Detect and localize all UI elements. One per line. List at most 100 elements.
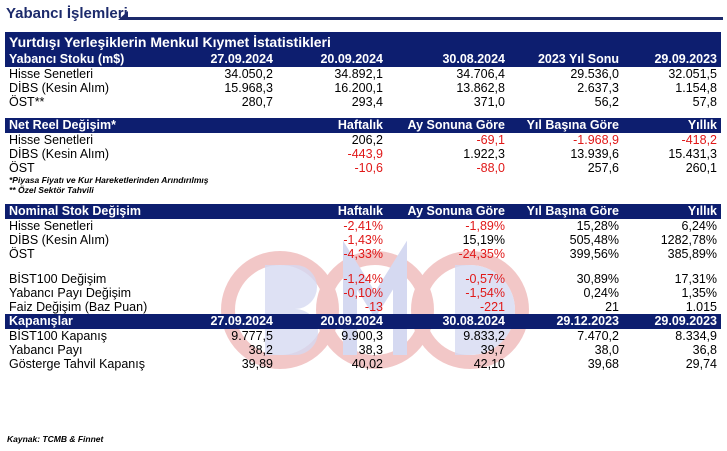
value-cell: 13.939,6 <box>570 147 619 161</box>
spacer-row <box>5 195 721 204</box>
nominal-change-header: Nominal Stok Değişim Haftalık Ay Sonuna Gö… <box>5 204 721 219</box>
value-cell: 1.015 <box>685 300 717 314</box>
value-cell: 293,4 <box>351 95 383 109</box>
table-row: Gösterge Tahvil Kapanış 39,89 40,02 42,10 39… <box>5 357 721 371</box>
value-cell: 9.833,2 <box>463 329 505 343</box>
value-cell: 29.536,0 <box>570 67 619 81</box>
column-header: Yıllık <box>623 204 721 219</box>
value-cell: -1.968,9 <box>573 133 619 147</box>
row-label: ÖST <box>9 161 35 175</box>
row-label: Yabancı Payı Değişim <box>9 286 132 300</box>
table-row: Hisse Senetleri -2,41% -1,89% 15,28% 6,24% <box>5 219 721 233</box>
table-row: ÖST** 280,7 293,4 371,0 56,2 57,8 <box>5 95 721 109</box>
row-label: BİST100 Değişim <box>9 272 107 286</box>
table-title: Yurtdışı Yerleşiklerin Menkul Kıymet İst… <box>5 32 721 52</box>
row-label: ÖST <box>9 247 35 261</box>
value-cell: 15,19% <box>462 233 505 247</box>
table-row: ÖST -10,6 -88,0 257,6 260,1 <box>5 161 721 175</box>
footnote: *Piyasa Fiyatı ve Kur Hareketlerinden Ar… <box>9 175 209 185</box>
column-header: 30.08.2024 <box>387 52 509 67</box>
column-header: 27.09.2024 <box>185 52 277 67</box>
value-cell: 29,74 <box>685 357 717 371</box>
value-cell: -1,24% <box>343 272 383 286</box>
filler-cell <box>185 219 277 233</box>
table-row: DİBS (Kesin Alım) -443,9 1.922,3 13.939,6 15… <box>5 147 721 161</box>
page-title: Yabancı İşlemleri <box>6 5 128 22</box>
value-cell: -4,33% <box>343 247 383 261</box>
main-table: Yabancı Stoku (m$) 27.09.2024 20.09.2024 30… <box>5 52 721 371</box>
column-header: 29.09.2023 <box>623 314 721 329</box>
column-header: Yıl Başına Göre <box>509 118 623 133</box>
value-cell: 30,89% <box>576 272 619 286</box>
section-title: Yabancı Stoku (m$) <box>5 52 185 67</box>
table-row: BİST100 Kapanış 9.777,5 9.900,3 9.833,2 7.47… <box>5 329 721 343</box>
filler-cell <box>185 247 277 261</box>
section-title: Net Reel Değişim* <box>5 118 185 133</box>
value-cell: 38,0 <box>594 343 619 357</box>
value-cell: -1,43% <box>343 233 383 247</box>
value-cell: 17,31% <box>674 272 717 286</box>
value-cell: 39,7 <box>480 343 505 357</box>
value-cell: -24,35% <box>458 247 505 261</box>
spacer-row <box>5 109 721 118</box>
value-cell: 6,24% <box>681 219 717 233</box>
closing-header: Kapanışlar 27.09.2024 20.09.2024 30.08.2024… <box>5 314 721 329</box>
row-label: DİBS (Kesin Alım) <box>9 233 110 247</box>
row-label: ÖST** <box>9 95 45 109</box>
value-cell: -221 <box>479 300 505 314</box>
value-cell: -69,1 <box>476 133 506 147</box>
value-cell: 34.706,4 <box>456 67 505 81</box>
value-cell: -2,41% <box>343 219 383 233</box>
row-label: Yabancı Payı <box>9 343 83 357</box>
value-cell: 505,48% <box>569 233 619 247</box>
column-header: 30.08.2024 <box>387 314 509 329</box>
spacer <box>5 261 721 272</box>
value-cell: 257,6 <box>587 161 619 175</box>
column-header: 27.09.2024 <box>185 314 277 329</box>
filler-cell <box>185 204 277 219</box>
value-cell: 40,02 <box>351 357 383 371</box>
value-cell: 36,8 <box>692 343 717 357</box>
spacer-row <box>5 261 721 272</box>
value-cell: 8.334,9 <box>675 329 717 343</box>
table-row: Yabancı Payı 38,2 38,3 39,7 38,0 36,8 <box>5 343 721 357</box>
column-header: 20.09.2024 <box>277 314 387 329</box>
value-cell: -0,10% <box>343 286 383 300</box>
table-row: DİBS (Kesin Alım) 15.968,3 16.200,1 13.862,… <box>5 81 721 95</box>
row-label: Hisse Senetleri <box>9 67 94 81</box>
table-row: Yabancı Payı Değişim -0,10% -1,54% 0,24% 1,3… <box>5 286 721 300</box>
filler-cell <box>185 233 277 247</box>
spacer <box>5 109 721 118</box>
source-note: Kaynak: TCMB & Finnet <box>7 434 104 444</box>
value-cell: -0,57% <box>465 272 505 286</box>
row-label: Hisse Senetleri <box>9 133 94 147</box>
row-label: Faiz Değişim (Baz Puan) <box>9 300 148 314</box>
value-cell: 9.900,3 <box>341 329 383 343</box>
column-header: 20.09.2024 <box>277 52 387 67</box>
column-header: Yıllık <box>623 118 721 133</box>
title-rule <box>118 11 723 20</box>
column-header: Haftalık <box>277 204 387 219</box>
value-cell: -1,89% <box>465 219 505 233</box>
value-cell: 39,89 <box>241 357 273 371</box>
value-cell: 0,24% <box>583 286 619 300</box>
value-cell: 371,0 <box>473 95 505 109</box>
filler-cell <box>185 286 277 300</box>
filler-cell <box>185 161 277 175</box>
value-cell: 206,2 <box>351 133 383 147</box>
value-cell: 1.154,8 <box>675 81 717 95</box>
value-cell: 280,7 <box>241 95 273 109</box>
page-header: Yabancı İşlemleri <box>0 0 727 30</box>
value-cell: 39,68 <box>587 357 619 371</box>
row-label: DİBS (Kesin Alım) <box>9 147 110 161</box>
value-cell: -443,9 <box>347 147 383 161</box>
column-header: Ay Sonuna Göre <box>387 118 509 133</box>
row-label: Gösterge Tahvil Kapanış <box>9 357 145 371</box>
filler-cell <box>185 272 277 286</box>
stock-header: Yabancı Stoku (m$) 27.09.2024 20.09.2024 30… <box>5 52 721 67</box>
filler-cell <box>185 133 277 147</box>
footnote-row: *Piyasa Fiyatı ve Kur Hareketlerinden Ar… <box>5 175 721 185</box>
table-row: Hisse Senetleri 34.050,2 34.892,1 34.706,4 2… <box>5 67 721 81</box>
filler-cell <box>185 118 277 133</box>
filler-cell <box>185 147 277 161</box>
